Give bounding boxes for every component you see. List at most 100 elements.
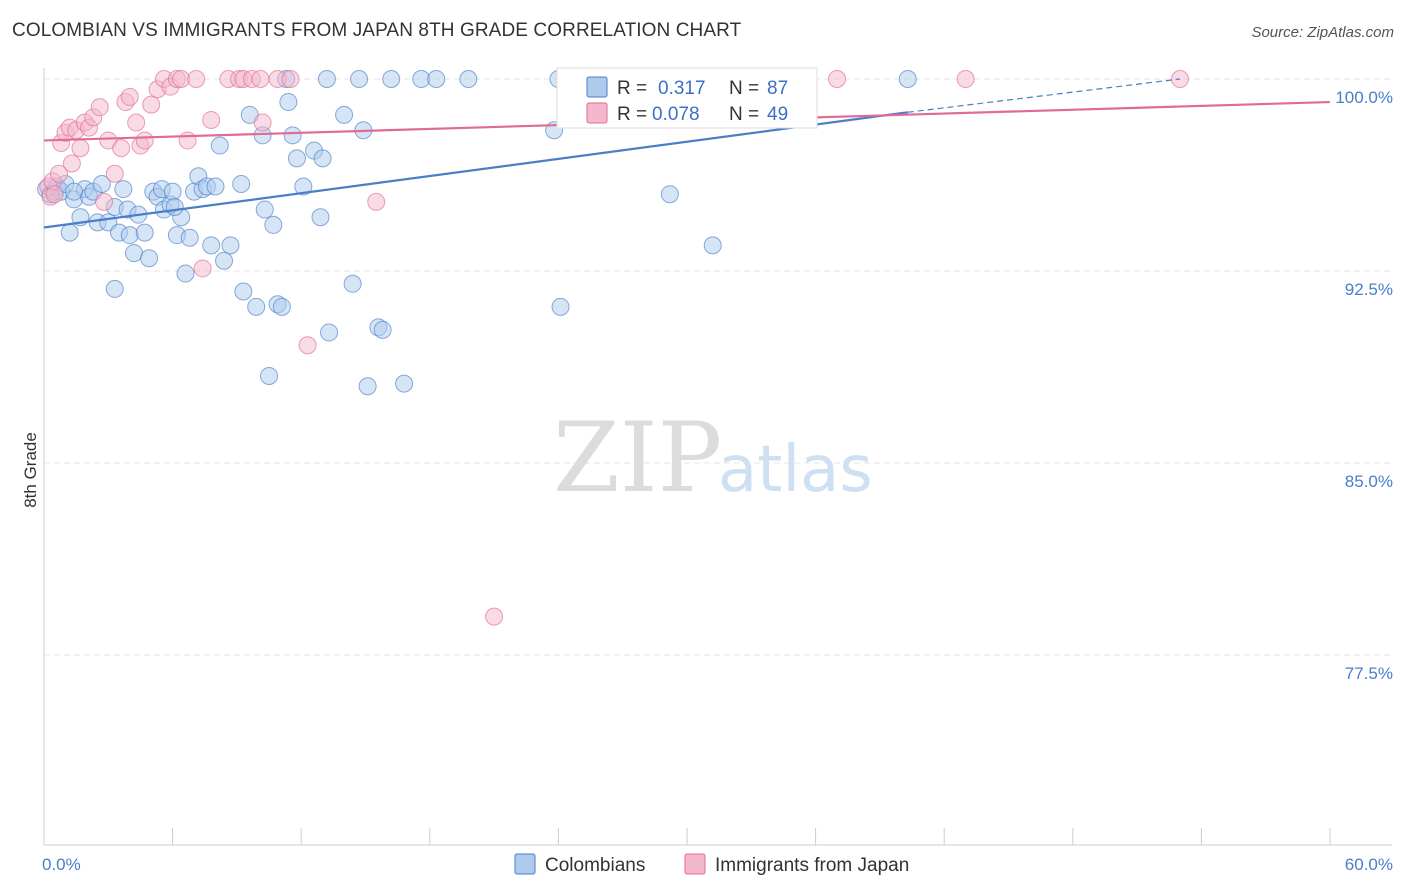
y-tick-label-3: 100.0% [1335,88,1393,107]
japan-point-43 [367,192,386,211]
japan-point-3 [45,185,64,204]
colombians-point-38 [202,236,221,255]
japan-point-20 [120,87,139,106]
japan-point-8 [62,154,81,173]
japan-point-4 [50,164,69,183]
colombians-point-41 [215,251,234,270]
colombians-point-68 [395,374,414,393]
legend-r-value-1: 0.078 [652,104,700,125]
colombians-point-72 [317,70,336,88]
legend-swatch-colombians [586,76,608,98]
series-legend: Colombians Immigrants from Japan [514,853,909,876]
colombians-trend-line [43,111,908,229]
colombians-point-23 [140,249,159,268]
japan-point-14 [90,98,109,117]
colombians-point-40 [210,136,229,155]
colombians-point-22 [135,223,154,242]
japan-point-10 [71,139,90,158]
watermark: ZIP atlas [553,402,873,514]
japan-point-44 [485,607,504,626]
japan-point-15 [95,192,114,211]
series-legend-japan: Immigrants from Japan [715,855,909,876]
colombians-point-50 [264,215,283,234]
colombians-point-6 [60,223,79,242]
colombians-point-71 [165,198,184,216]
colombians-point-49 [260,366,279,385]
colombians-point-69 [105,279,124,298]
japan-points [39,70,1189,626]
stats-legend: R = 0.317 N = 87 R = 0.078 N = 49 [556,67,818,129]
colombians-point-67 [373,320,392,339]
colombians-point-13 [92,174,111,193]
y-tick-label-0: 77.5% [1345,664,1393,683]
japan-point-30 [178,131,197,150]
colombians-point-63 [343,274,362,293]
series-legend-swatch-colombians [514,853,536,875]
colombians-point-54 [279,93,298,112]
legend-swatch-japan [586,102,608,124]
watermark-atlas: atlas [718,433,873,507]
colombians-point-84 [660,185,679,204]
chart-title: COLOMBIAN VS IMMIGRANTS FROM JAPAN 8TH G… [12,20,742,41]
colombians-point-78 [551,297,570,316]
japan-point-41 [281,70,300,88]
japan-point-32 [193,259,212,278]
legend-n-value-0: 87 [767,78,788,99]
japan-point-31 [187,70,206,88]
japan-point-29 [172,70,191,88]
japan-point-18 [112,139,131,158]
colombians-point-86 [898,70,917,88]
grid-lines [44,78,1392,656]
colombians-point-48 [255,200,274,219]
colombians-point-75 [412,70,431,88]
colombians-point-77 [459,70,478,88]
legend-r-value-0: 0.317 [658,78,706,99]
series-legend-colombians: Colombians [545,855,645,876]
colombians-point-60 [313,149,332,168]
colombians-point-59 [311,208,330,227]
japan-point-47 [956,70,975,88]
colombians-point-76 [427,70,446,88]
colombians-point-57 [294,177,313,196]
colombians-point-62 [335,105,354,124]
y-axis-label: 8th Grade [21,432,40,508]
colombians-points [37,70,917,396]
y-tick-labels: 77.5% 85.0% 92.5% 100.0% [1335,88,1393,683]
y-tick-label-1: 85.0% [1345,472,1393,491]
colombians-point-65 [358,377,377,396]
colombians-point-17 [114,180,133,199]
legend-r-label-0: R = [617,78,647,99]
colombians-point-85 [703,236,722,255]
watermark-zip: ZIP [553,402,722,514]
colombians-point-61 [320,323,339,342]
colombians-point-19 [120,226,139,245]
japan-point-39 [251,70,270,88]
colombians-trend-extension [907,78,1181,113]
japan-point-46 [828,70,847,88]
series-legend-swatch-japan [684,853,706,875]
x-tick-label-1: 60.0% [1345,855,1393,874]
japan-point-17 [105,164,124,183]
colombians-point-74 [382,70,401,88]
colombians-point-52 [272,297,291,316]
y-tick-label-2: 92.5% [1345,280,1393,299]
colombians-point-55 [283,126,302,145]
colombians-point-39 [206,177,225,196]
x-tick-label-0: 0.0% [42,855,81,874]
japan-point-24 [142,95,161,114]
legend-n-label-1: N = [729,104,759,125]
colombians-point-32 [176,264,195,283]
colombians-point-73 [350,70,369,88]
legend-n-label-0: N = [729,78,759,99]
colombians-point-42 [221,236,240,255]
colombians-point-70 [65,182,84,201]
japan-point-33 [202,110,221,129]
legend-n-value-1: 49 [767,104,788,125]
axes [43,68,1392,846]
japan-point-21 [127,113,146,132]
japan-point-23 [135,131,154,150]
colombians-point-43 [232,174,251,193]
colombians-point-44 [234,282,253,301]
japan-point-38 [253,113,272,132]
